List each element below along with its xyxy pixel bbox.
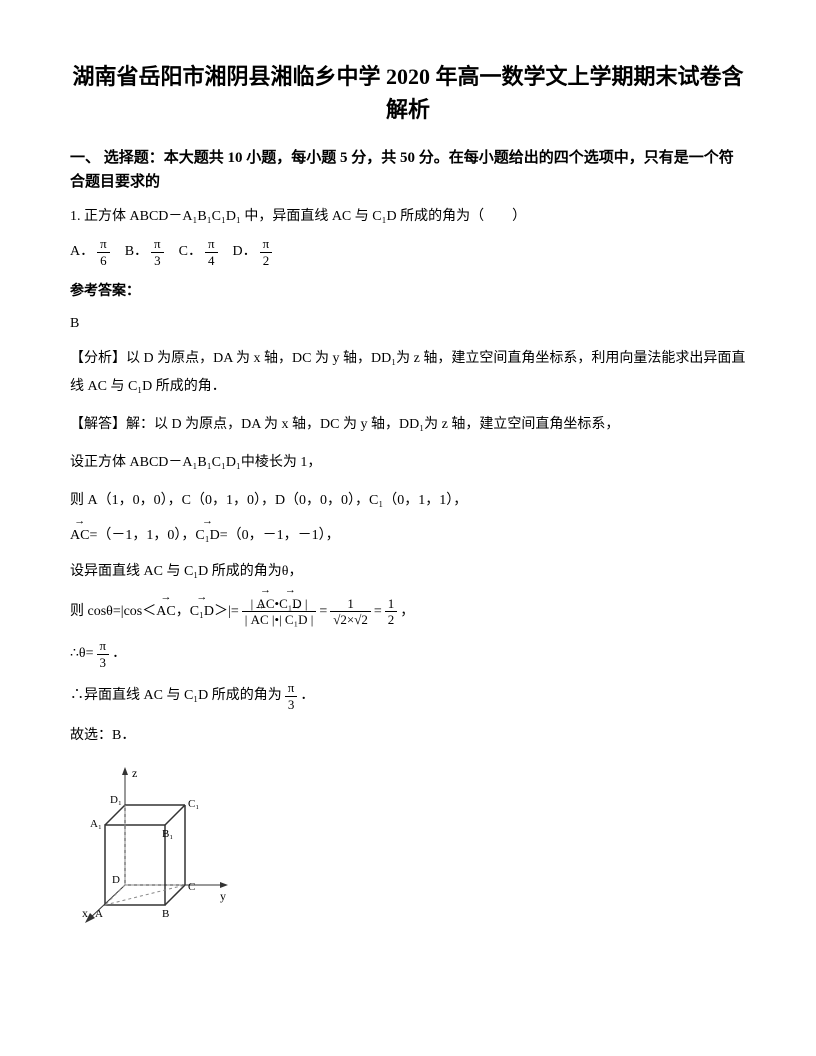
frac-d: π 2 — [260, 236, 273, 268]
question-text: 1. 正方体 ABCD－A₁B₁C₁D₁ 中，异面直线 AC 与 C₁D 所成的… — [70, 206, 746, 228]
frac-d-num: π — [260, 236, 273, 253]
choice-c-label: C． — [179, 241, 202, 263]
answer-label: 参考答案： — [70, 281, 746, 303]
vector-ac: AC — [70, 525, 89, 547]
p7-bigfrac-den: | AC |•| C₁D | — [242, 612, 317, 628]
axis-x-label: x — [82, 906, 88, 920]
label-A1: A₁ — [90, 818, 102, 830]
p7-pre: 则 cosθ=|cos＜ — [70, 601, 156, 623]
choice-b-label: B． — [125, 241, 148, 263]
axis-z-label: z — [132, 766, 137, 780]
label-D: D — [112, 874, 120, 886]
analysis-p8: ∴θ= π 3 ． — [70, 638, 746, 670]
p7-den-vec2: C₁D — [285, 612, 308, 628]
p7-frac2-den: √2×√2 — [330, 612, 371, 628]
question-1: 1. 正方体 ABCD－A₁B₁C₁D₁ 中，异面直线 AC 与 C₁D 所成的… — [70, 206, 746, 269]
choice-a-label: A． — [70, 241, 94, 263]
p8-frac-den: 3 — [97, 655, 110, 671]
frac-c-den: 4 — [205, 253, 218, 269]
p8-frac: π 3 — [97, 638, 110, 670]
label-C: C — [188, 881, 195, 893]
choice-d: D． π 2 — [233, 236, 276, 268]
answer-value: B — [70, 313, 746, 335]
p9-frac: π 3 — [285, 680, 298, 712]
analysis-p3: 设正方体 ABCD－A₁B₁C₁D₁中棱长为 1， — [70, 449, 746, 477]
analysis-p4: 则 A（1，0，0），C（0，1，0），D（0，0，0），C₁（0，1，1）， — [70, 487, 746, 515]
analysis-p5: AC =（－1，1，0）， C₁D =（0，－1，－1）， — [70, 525, 746, 547]
p9-frac-den: 3 — [285, 697, 298, 713]
choice-d-label: D． — [233, 241, 257, 263]
cube-svg: z y x A B C D A₁ B₁ C₁ D₁ — [80, 765, 230, 925]
p5-mid1: =（－1，1，0）， — [89, 525, 195, 547]
p7-frac3-den: 2 — [385, 612, 398, 628]
p7-bigfrac: | AC•C₁D | | AC |•| C₁D | — [242, 596, 317, 628]
choice-b: B． π 3 — [125, 236, 167, 268]
frac-a-num: π — [97, 236, 110, 253]
p7-eq2: = — [374, 601, 382, 623]
p7-post: ＞|= — [214, 601, 239, 623]
label-C1: C₁ — [188, 798, 199, 810]
frac-a-den: 6 — [97, 253, 110, 269]
section-header: 一、 选择题：本大题共 10 小题，每小题 5 分，共 50 分。在每小题给出的… — [70, 146, 746, 194]
p7-den-mid: |•| — [269, 612, 285, 627]
label-A: A — [95, 908, 103, 920]
analysis-p10: 故选：B． — [70, 722, 746, 750]
p7-vec1: AC — [156, 601, 175, 623]
p7-frac3: 1 2 — [385, 596, 398, 628]
frac-b-num: π — [151, 236, 164, 253]
axis-y-label: y — [220, 889, 226, 903]
frac-b-den: 3 — [151, 253, 164, 269]
cube-diagram: z y x A B C D A₁ B₁ C₁ D₁ — [80, 765, 746, 933]
p7-den-vec1: AC — [251, 612, 269, 628]
p7-end: ， — [400, 601, 414, 623]
label-D1: D₁ — [110, 794, 122, 806]
frac-c-num: π — [205, 236, 218, 253]
p8-pre: ∴θ= — [70, 643, 94, 665]
p7-frac3-num: 1 — [385, 596, 398, 613]
frac-a: π 6 — [97, 236, 110, 268]
vector-c1d: C₁D — [195, 525, 219, 547]
p7-frac2: 1 √2×√2 — [330, 596, 371, 628]
frac-d-den: 2 — [260, 253, 273, 269]
p8-frac-num: π — [97, 638, 110, 655]
choice-c: C． π 4 — [179, 236, 221, 268]
analysis-p2: 【解答】解：以 D 为原点，DA 为 x 轴，DC 为 y 轴，DD₁为 z 轴… — [70, 411, 746, 439]
analysis-p6: 设异面直线 AC 与 C₁D 所成的角为θ， — [70, 558, 746, 586]
label-B1: B₁ — [162, 828, 173, 840]
frac-b: π 3 — [151, 236, 164, 268]
choices-row: A． π 6 B． π 3 C． π 4 D． π 2 — [70, 236, 746, 268]
p5-mid2: =（0，－1，－1）， — [220, 525, 340, 547]
page-title: 湖南省岳阳市湘阴县湘临乡中学 2020 年高一数学文上学期期末试卷含解析 — [70, 60, 746, 126]
p7-eq: = — [319, 601, 327, 623]
p7-vec2: C₁D — [190, 601, 214, 623]
p9-pre: ∴异面直线 AC 与 C₁D 所成的角为 — [70, 685, 282, 707]
p7-mid: ， — [176, 601, 190, 623]
choice-a: A． π 6 — [70, 236, 113, 268]
frac-c: π 4 — [205, 236, 218, 268]
p9-end: ． — [300, 685, 314, 707]
analysis-p9: ∴异面直线 AC 与 C₁D 所成的角为 π 3 ． — [70, 680, 746, 712]
analysis-p7: 则 cosθ=|cos＜ AC ， C₁D ＞|= | AC•C₁D | | A… — [70, 596, 746, 628]
p7-frac2-num: 1 — [330, 596, 371, 613]
label-B: B — [162, 908, 169, 920]
analysis-p1: 【分析】以 D 为原点，DA 为 x 轴，DC 为 y 轴，DD₁为 z 轴，建… — [70, 345, 746, 401]
p9-frac-num: π — [285, 680, 298, 697]
p8-end: ． — [112, 643, 126, 665]
